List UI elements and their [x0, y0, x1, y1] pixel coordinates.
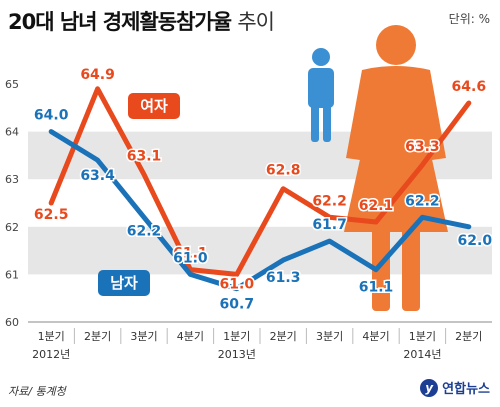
chart-title-main: 20대 남녀 경제활동참가율 [8, 10, 232, 34]
male-data-label: 61.7 [312, 217, 347, 233]
year-label: 2013년 [218, 348, 256, 361]
legend-female-label: 여자 [140, 97, 168, 115]
female-data-label: 63.3 [405, 139, 440, 155]
female-series-line [48, 86, 472, 277]
male-data-label: 62.0 [458, 233, 493, 249]
series-lines [48, 86, 472, 292]
y-tick-label: 64 [5, 126, 19, 139]
female-data-label: 63.1 [127, 148, 162, 164]
male-data-label: 63.4 [80, 168, 115, 184]
female-data-label: 62.5 [34, 207, 69, 223]
female-data-label: 61.0 [220, 276, 255, 292]
axes: 60 61 62 63 64 65 1분기 2분기 3분기 4분기 1분기 2분기 3분기 4분기 1분기 2… [5, 78, 492, 361]
x-tick-label: 2분기 [270, 330, 297, 343]
value-labels: 62.564.963.161.161.062.862.2 62.163.364.6… [32, 65, 493, 314]
male-data-label: 61.1 [359, 280, 394, 296]
year-label: 2012년 [32, 348, 70, 361]
x-tick-label: 2분기 [455, 330, 482, 343]
male-data-label: 61.0 [173, 250, 208, 266]
female-data-label: 62.8 [266, 163, 301, 179]
female-data-label: 64.6 [452, 79, 487, 95]
logo-text: 연합뉴스 [442, 382, 490, 397]
yonhap-logo: y 연합뉴스 [420, 378, 490, 397]
year-label: 2014년 [403, 348, 441, 361]
y-tick-label: 63 [5, 173, 19, 186]
y-tick-label: 65 [5, 78, 19, 91]
x-tick-label: 4분기 [362, 330, 389, 343]
legend-male-label: 남자 [110, 274, 138, 292]
female-data-label: 61.1 [173, 246, 208, 262]
male-data-label: 62.2 [405, 193, 440, 209]
x-tick-label: 1분기 [38, 330, 65, 343]
male-data-label: 62.2 [127, 223, 162, 239]
x-tick-label: 2분기 [84, 330, 111, 343]
legend-female: 여자 [128, 93, 180, 119]
female-figure-icon [344, 25, 448, 311]
x-tick-label: 1분기 [409, 330, 436, 343]
gender-figures [308, 25, 448, 311]
chart-title: 20대 남녀 경제활동참가율 추이 [8, 6, 275, 36]
male-data-label: 60.7 [220, 297, 255, 313]
x-tick-label: 4분기 [177, 330, 204, 343]
female-data-label: 64.9 [80, 67, 115, 83]
source-note: 자료/ 통계청 [8, 385, 66, 398]
y-tick-label: 62 [5, 221, 19, 234]
male-figure-icon [308, 48, 334, 142]
chart-title-sub: 추이 [237, 10, 275, 34]
y-tick-label: 61 [5, 268, 19, 281]
logo-mark-icon: y [420, 378, 439, 397]
male-data-label: 61.3 [266, 270, 301, 286]
male-series-line [48, 129, 472, 292]
male-data-label: 64.0 [34, 108, 69, 124]
x-tick-label: 3분기 [316, 330, 343, 343]
female-data-label: 62.2 [312, 193, 347, 209]
y-tick-label: 60 [5, 316, 19, 329]
series-badges: 여자 남자 [98, 93, 180, 296]
female-data-label: 62.1 [359, 198, 394, 214]
unit-label: 단위: % [448, 12, 490, 26]
x-tick-label: 3분기 [130, 330, 157, 343]
legend-male: 남자 [98, 270, 150, 296]
x-tick-label: 1분기 [223, 330, 250, 343]
